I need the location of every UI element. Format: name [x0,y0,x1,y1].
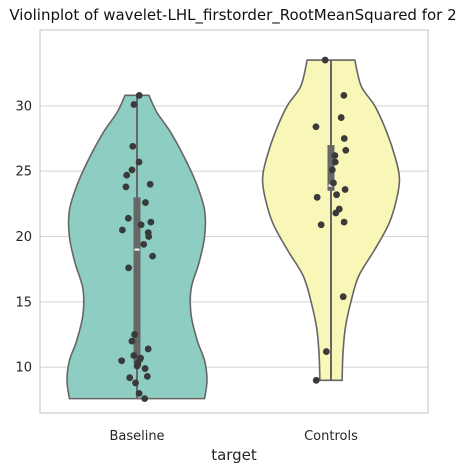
plot-frame [39,29,429,414]
plot-area: 10 15 20 25 30 Baseline Controls [15,29,429,444]
data-point [340,135,348,142]
data-point [341,186,349,193]
data-point [124,214,132,222]
data-point [135,158,143,166]
data-point [144,345,152,353]
data-point [340,218,348,226]
data-point [312,123,320,131]
data-point [137,354,144,362]
data-point [335,205,343,213]
data-point [135,389,143,397]
violin-median [328,184,334,187]
data-point [342,146,350,154]
data-point [142,199,149,206]
x-tick-label: Controls [304,429,358,444]
data-point [130,101,138,108]
x-tick-label: Baseline [109,429,164,444]
data-point [328,166,336,174]
data-point [331,158,339,166]
data-point [118,226,126,234]
violin-iqr-box [133,197,141,364]
data-point [128,166,136,174]
y-tick-label: 20 [15,230,32,245]
y-tick-label: 10 [15,361,32,376]
data-point [340,91,348,99]
data-point [130,352,138,359]
data-point [125,264,133,272]
data-point [322,348,330,355]
data-point [313,193,321,201]
data-point [144,229,152,237]
data-point [147,218,155,226]
violin-median [134,248,140,251]
y-tick-label: 15 [15,295,32,310]
data-point [337,114,345,121]
x-axis-label: target [211,446,257,464]
data-point [146,180,154,188]
data-point [317,221,325,229]
data-point [141,395,149,403]
data-point [135,91,143,99]
data-point [339,293,347,301]
y-tick-label: 25 [15,165,32,180]
data-point [129,142,137,150]
data-point [126,374,134,382]
data-point [330,179,337,187]
data-point [122,183,130,191]
data-point [141,365,149,372]
data-point [333,191,340,199]
data-point [128,337,136,345]
chart-title: Violinplot of wavelet-LHL_firstorder_Roo… [9,6,456,25]
data-point [123,171,131,179]
data-point [321,56,329,64]
y-tick-label: 30 [15,99,32,114]
data-point [140,240,148,248]
data-point [118,357,126,365]
data-point [331,152,339,159]
data-point [143,372,151,380]
data-point [312,376,320,384]
data-point [131,331,138,338]
data-point [137,221,145,229]
data-point [132,379,139,387]
data-point [149,252,156,260]
